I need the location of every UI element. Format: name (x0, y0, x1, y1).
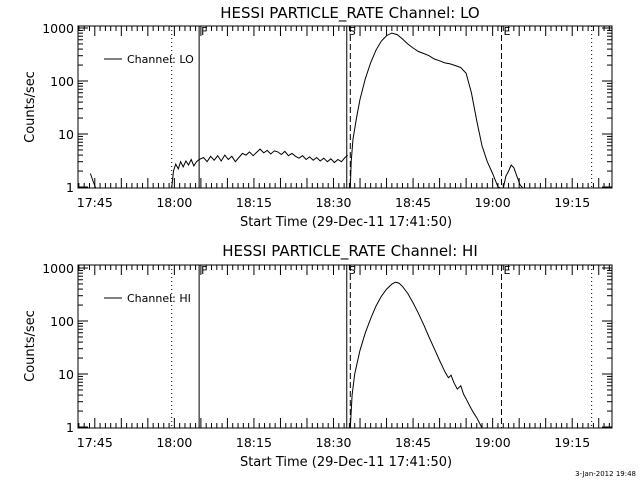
y-tick-label-lo: 1000 (42, 21, 74, 36)
legend-label-lo: Channel: LO (127, 53, 194, 66)
x-tick-label-hi: 18:45 (395, 435, 431, 450)
series-line-lo-0-segment-0 (89, 173, 97, 189)
legend-label-hi: Channel: HI (127, 292, 191, 305)
x-tick-label-lo: 19:00 (475, 195, 511, 210)
y-tick-label-hi: 1000 (42, 261, 74, 276)
timestamp-label: 3-Jan-2012 19:48 (575, 470, 636, 478)
y-tick-label-hi: 100 (50, 314, 74, 329)
y-axis-label-hi: Counts/sec (23, 310, 38, 382)
marker-label-s-hi: S (349, 264, 356, 277)
marker-label-f-hi: F (201, 264, 207, 277)
x-tick-label-hi: 19:00 (475, 435, 511, 450)
plot-frame-lo (77, 25, 613, 189)
x-tick-label-lo: 17:45 (77, 195, 113, 210)
panel-hi: HESSI PARTICLE_RATE Channel: HI 1 10 100 10… (23, 242, 613, 470)
y-tick-label-hi: 10 (58, 367, 74, 382)
plot-area-hi: 1 10 100 1000 17:45 18:00 18:15 18:30 18:45 19:00… (42, 261, 612, 450)
y-tick-label-lo: 1 (66, 180, 74, 195)
x-tick-label-lo: 18:30 (315, 195, 351, 210)
marker-label-e-hi: E (503, 264, 510, 277)
x-tick-label-hi: 17:45 (77, 435, 113, 450)
marker-label-s-lo: S (349, 25, 356, 38)
marker-label-f-lo: F (201, 25, 207, 38)
y-tick-label-hi: 1 (66, 420, 74, 435)
x-tick-label-lo: 18:00 (156, 195, 192, 210)
series-line-lo-0-segment-1 (171, 148, 349, 189)
x-tick-label-lo: 19:15 (554, 195, 590, 210)
series-line-lo-0-segment-2 (349, 32, 501, 189)
marker-label-e-lo: E (503, 25, 510, 38)
panel-lo: HESSI PARTICLE_RATE Channel: LO 1 10 100 10… (23, 4, 613, 230)
series-line-lo-0-segment-3 (502, 164, 524, 189)
y-tick-label-lo: 10 (58, 127, 74, 142)
x-tick-label-lo: 18:15 (236, 195, 272, 210)
chart-title-hi: HESSI PARTICLE_RATE Channel: HI (222, 242, 478, 261)
x-tick-label-lo: 18:45 (395, 195, 431, 210)
chart-title-lo: HESSI PARTICLE_RATE Channel: LO (220, 4, 479, 23)
x-tick-label-hi: 18:00 (156, 435, 192, 450)
x-axis-label-hi: Start Time (29-Dec-11 17:41:50) (240, 455, 452, 470)
series-line-hi-0-segment-0 (349, 281, 483, 429)
x-tick-label-hi: 19:15 (554, 435, 590, 450)
x-axis-label-lo: Start Time (29-Dec-11 17:41:50) (240, 215, 452, 230)
y-axis-label-lo: Counts/sec (23, 71, 38, 143)
x-tick-label-hi: 18:15 (236, 435, 272, 450)
x-tick-label-hi: 18:30 (315, 435, 351, 450)
y-tick-label-lo: 100 (50, 74, 74, 89)
plot-frame-hi (77, 264, 613, 429)
plot-area-lo: 1 10 100 1000 17:45 18:00 18:15 18:30 18:45 19:00… (42, 21, 612, 210)
